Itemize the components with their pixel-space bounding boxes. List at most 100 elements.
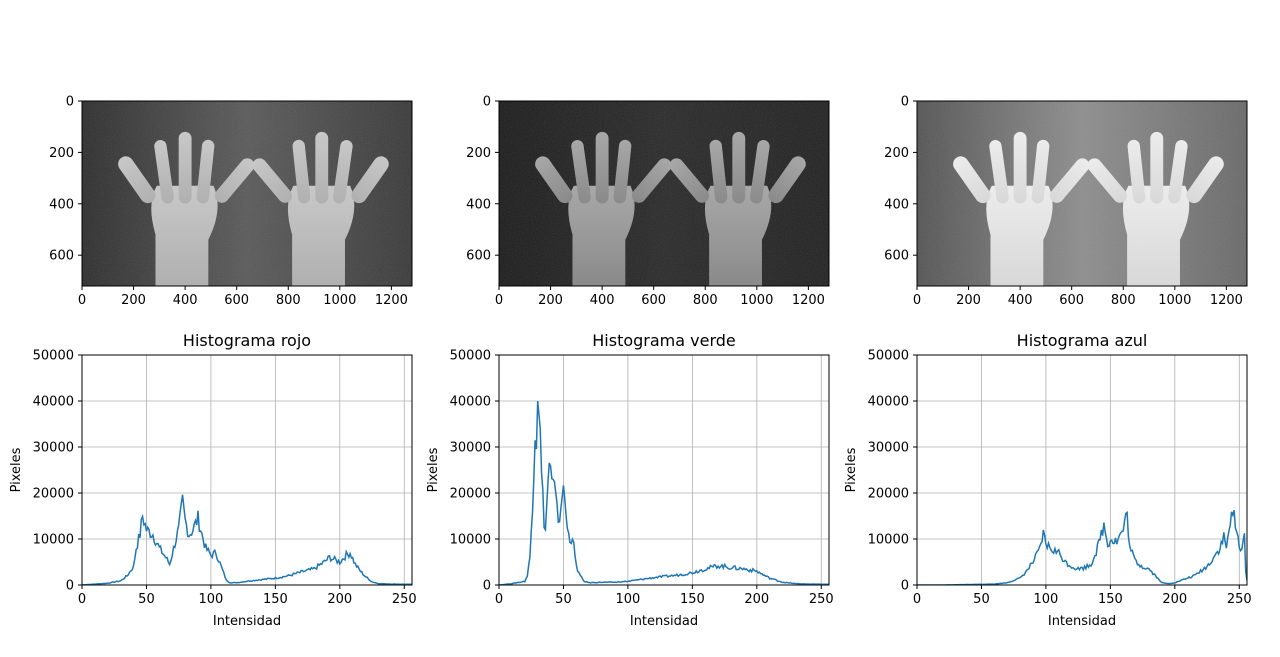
plot-area [499, 355, 829, 585]
x-tick-label: 800 [693, 293, 718, 308]
histogram-series-line [917, 509, 1247, 585]
y-tick-label: 30000 [450, 441, 491, 456]
y-tick-label: 400 [884, 197, 909, 212]
x-tick-label: 200 [744, 592, 769, 607]
y-tick-label: 50000 [33, 349, 74, 364]
x-tick-label: 1200 [375, 293, 408, 308]
image-frame [498, 100, 830, 287]
x-tick-label: 50 [973, 592, 990, 607]
plot-frame [498, 354, 830, 586]
y-tick-label: 0 [901, 579, 909, 594]
histogram-panel-2: 0 50 100 150 200 250 0 10000 20000 30000 40000 5000… [844, 331, 1252, 629]
histogram-panel-1: 0 50 100 150 200 250 0 10000 20000 30000 40000 5000… [426, 331, 834, 629]
x-tick-label: 1000 [1158, 293, 1191, 308]
x-axis-label: Intensidad [630, 614, 698, 629]
x-tick-label: 50 [555, 592, 572, 607]
image-panel-blue: 0 200 400 600 800 1000 1200 0 200 400 600 [884, 95, 1248, 308]
x-tick-label: 0 [78, 592, 86, 607]
x-tick-label: 150 [1098, 592, 1123, 607]
y-tick-label: 600 [49, 249, 74, 264]
y-tick-label: 0 [901, 95, 909, 110]
y-tick-label: 30000 [33, 441, 74, 456]
hand-shape [669, 131, 806, 286]
plot-frame [81, 354, 413, 586]
x-axis-label: Intensidad [213, 614, 281, 629]
x-tick-label: 600 [641, 293, 666, 308]
y-tick-label: 200 [49, 146, 74, 161]
y-tick-label: 400 [49, 197, 74, 212]
x-tick-label: 400 [173, 293, 198, 308]
y-axis-label: Pixeles [844, 447, 859, 492]
y-tick-label: 600 [466, 249, 491, 264]
x-tick-label: 250 [392, 592, 417, 607]
histogram-title: Histograma verde [592, 331, 736, 350]
y-tick-label: 50000 [450, 349, 491, 364]
plot-frame [916, 354, 1248, 586]
x-tick-label: 200 [1162, 592, 1187, 607]
x-tick-label: 100 [1033, 592, 1058, 607]
image-panel-red: 0 200 400 600 800 1000 1200 0 200 400 600 [49, 95, 413, 308]
x-tick-label: 200 [327, 592, 352, 607]
x-tick-label: 600 [224, 293, 249, 308]
histogram-series-line [82, 494, 412, 585]
y-tick-label: 0 [483, 579, 491, 594]
y-tick-label: 400 [466, 197, 491, 212]
hand-shape [953, 131, 1090, 286]
hand-shape [252, 131, 389, 286]
x-tick-label: 1200 [1210, 293, 1243, 308]
x-tick-label: 0 [495, 592, 503, 607]
x-axis-label: Intensidad [1048, 614, 1116, 629]
x-tick-label: 150 [263, 592, 288, 607]
x-tick-label: 800 [1111, 293, 1136, 308]
y-tick-label: 20000 [450, 487, 491, 502]
plot-area [917, 355, 1247, 585]
y-tick-label: 30000 [868, 441, 909, 456]
image-panel-green: 0 200 400 600 800 1000 1200 0 200 400 600 [466, 95, 830, 308]
x-tick-label: 0 [78, 293, 86, 308]
y-tick-label: 0 [66, 579, 74, 594]
x-tick-label: 250 [809, 592, 834, 607]
histogram-title: Histograma rojo [183, 331, 311, 350]
plot-area [82, 355, 412, 585]
y-axis-label: Pixeles [426, 447, 441, 492]
hand-shape [535, 131, 672, 286]
x-tick-label: 100 [198, 592, 223, 607]
x-tick-label: 200 [956, 293, 981, 308]
image-frame [916, 100, 1248, 287]
x-tick-label: 0 [913, 293, 921, 308]
x-tick-label: 600 [1059, 293, 1084, 308]
x-tick-label: 1000 [323, 293, 356, 308]
y-tick-label: 200 [884, 146, 909, 161]
y-tick-label: 200 [466, 146, 491, 161]
x-tick-label: 250 [1227, 592, 1252, 607]
hand-shape [118, 131, 255, 286]
y-tick-label: 20000 [868, 487, 909, 502]
y-tick-label: 10000 [450, 533, 491, 548]
y-tick-label: 50000 [868, 349, 909, 364]
x-tick-label: 200 [121, 293, 146, 308]
y-tick-label: 40000 [868, 395, 909, 410]
y-axis-label: Pixeles [9, 447, 24, 492]
histogram-title: Histograma azul [1017, 331, 1148, 350]
histogram-panel-0: 0 50 100 150 200 250 0 10000 20000 30000 40000 5000… [9, 331, 417, 629]
x-tick-label: 100 [615, 592, 640, 607]
x-tick-label: 0 [495, 293, 503, 308]
x-tick-label: 200 [538, 293, 563, 308]
y-tick-label: 40000 [33, 395, 74, 410]
hand-shape [1087, 131, 1224, 286]
x-tick-label: 0 [913, 592, 921, 607]
histogram-series-line [499, 401, 829, 585]
y-tick-label: 600 [884, 249, 909, 264]
y-tick-label: 0 [66, 95, 74, 110]
y-tick-label: 10000 [33, 533, 74, 548]
y-tick-label: 20000 [33, 487, 74, 502]
y-tick-label: 40000 [450, 395, 491, 410]
image-frame [81, 100, 413, 287]
x-tick-label: 400 [1008, 293, 1033, 308]
x-tick-label: 400 [590, 293, 615, 308]
x-tick-label: 800 [276, 293, 301, 308]
y-tick-label: 0 [483, 95, 491, 110]
x-tick-label: 1000 [740, 293, 773, 308]
x-tick-label: 50 [138, 592, 155, 607]
